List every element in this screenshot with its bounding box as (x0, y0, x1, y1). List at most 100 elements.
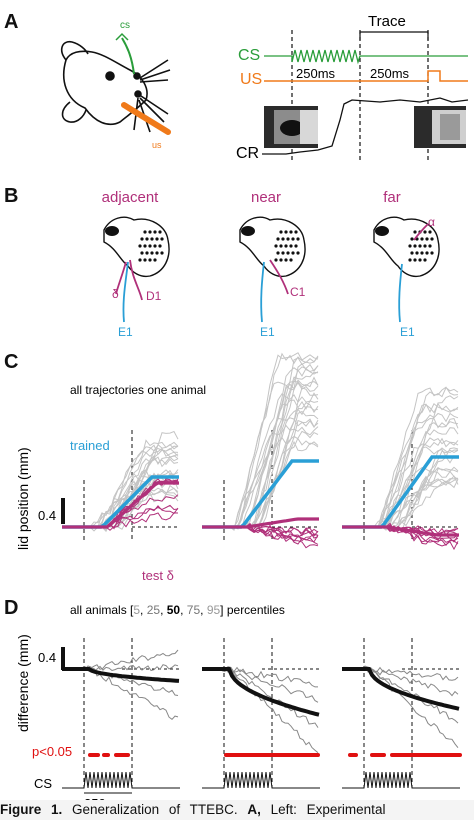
whisker-far-1 (413, 223, 429, 241)
follicle-dot (418, 258, 422, 262)
follicle-dot (160, 237, 164, 241)
median-line (202, 667, 320, 717)
follicle-dot (423, 258, 427, 262)
follicle-dot (410, 251, 414, 255)
follicle-dot (423, 244, 427, 248)
follicle-dot (425, 251, 429, 255)
cr-eyelid-trace (262, 97, 469, 155)
trained-label: trained (70, 438, 110, 453)
percentile-line (361, 665, 459, 681)
caption-figure-number: Figure 1. (0, 802, 63, 817)
eye-camera-frame-closed (414, 106, 466, 148)
median-line (62, 667, 180, 683)
sep-3: , (180, 603, 187, 617)
lid-position-axis-label: lid position (mm) (15, 447, 31, 550)
follicle-dot (279, 258, 283, 262)
percentile-line (221, 667, 319, 754)
follicle-dot (296, 251, 300, 255)
panel-letter-b: B (4, 185, 18, 207)
follicle-dot (291, 237, 295, 241)
follicle-dot (286, 237, 290, 241)
whisker-near-1 (269, 259, 289, 295)
us-puff-trace (264, 70, 468, 82)
follicle-dot (423, 230, 427, 234)
nose-blob (241, 226, 255, 236)
follicle-dot (408, 258, 412, 262)
follicle-dot (145, 251, 149, 255)
follicle-dot (284, 258, 288, 262)
snout-outline (239, 216, 306, 278)
sep-1: , (140, 603, 147, 617)
follicle-dot (425, 237, 429, 241)
follicle-dot (276, 237, 280, 241)
whisker-adjacent-1 (129, 259, 143, 301)
follicle-dot (276, 251, 280, 255)
title-adjacent: adjacent (102, 189, 160, 206)
follicle-dot (418, 244, 422, 248)
follicle-dot (153, 244, 157, 248)
cs-whisker (115, 32, 135, 75)
subtitle-d: all animals [5, 25, 50, 75, 95] percenti… (70, 603, 285, 617)
cs-stimulus-trace (62, 771, 180, 789)
us-small-label: us (152, 140, 162, 150)
lid-position-plots (62, 352, 460, 551)
whisker-pad-near (239, 216, 306, 278)
follicle-dot (153, 258, 157, 262)
follicle-dot (158, 230, 162, 234)
follicle-dot (284, 244, 288, 248)
follicle-dot (281, 251, 285, 255)
d-scale-value: 0.4 (38, 650, 56, 665)
follicle-dot (279, 230, 283, 234)
follicle-dot (420, 237, 424, 241)
caption-panel: A, (247, 802, 261, 817)
panel-letter-a: A (4, 11, 18, 33)
percentile-line (81, 666, 179, 720)
follicle-dot (428, 230, 432, 234)
whisker-adjacent-2 (115, 261, 127, 295)
follicle-dot (415, 251, 419, 255)
sep-2: , (160, 603, 167, 617)
snout-outline (103, 216, 170, 278)
follicle-dot (413, 230, 417, 234)
follicle-dot (274, 244, 278, 248)
percentile-line (361, 665, 459, 724)
cr-label: CR (236, 145, 259, 162)
follicle-dot (138, 258, 142, 262)
follicle-dot (143, 258, 147, 262)
label-c1: C1 (290, 285, 306, 299)
snout-outline (373, 216, 440, 278)
follicle-dot (140, 237, 144, 241)
percentile-line (81, 649, 179, 671)
p95-label: 95 (207, 603, 221, 617)
nose-blob (105, 226, 119, 236)
p50-label: 50 (167, 603, 181, 617)
title-far: far (383, 189, 401, 206)
cs-tone-trace (264, 49, 468, 65)
caption-rest: Left: Experimental (270, 802, 386, 817)
follicle-dot (289, 230, 293, 234)
follicle-dot (289, 258, 293, 262)
interval-2-label: 250ms (370, 66, 410, 81)
follicle-dot (155, 251, 159, 255)
label-alpha: α (428, 215, 435, 229)
panel-letter-d: D (4, 597, 18, 619)
follicle-dot (150, 251, 154, 255)
follicle-dot (138, 244, 142, 248)
trace-label: Trace (368, 13, 406, 30)
subtitle-d-pre: all animals [ (70, 603, 134, 617)
follicle-dot (286, 251, 290, 255)
us-airpuff-nozzle (121, 102, 171, 135)
follicle-dot (274, 258, 278, 262)
cs-label: CS (238, 47, 260, 64)
follicle-dot (410, 237, 414, 241)
cs-stimulus-trace (342, 771, 460, 789)
label-e1-near: E1 (260, 325, 275, 339)
follicle-dot (413, 244, 417, 248)
follicle-dot (140, 251, 144, 255)
test-mean (342, 525, 459, 537)
follicle-dot (150, 237, 154, 241)
label-e1-far: E1 (400, 325, 415, 339)
c-scale-value: 0.4 (38, 508, 56, 523)
follicle-dot (279, 244, 283, 248)
follicle-dot (153, 230, 157, 234)
